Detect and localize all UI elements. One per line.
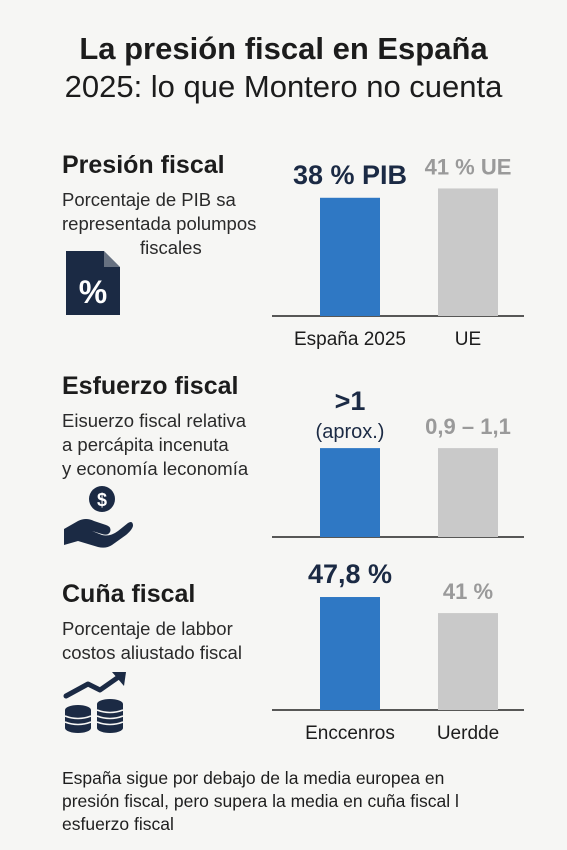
- bar: [438, 613, 498, 710]
- data-label: 41 %: [443, 579, 493, 604]
- data-label: 41 % UE: [425, 154, 512, 179]
- footer-line: presión fiscal, pero supera la media en …: [62, 791, 459, 811]
- title-line-2: 2025: lo que Montero no cuenta: [64, 69, 503, 104]
- section-description: Eisuerzo fiscal relativa a percápita inc…: [62, 409, 248, 481]
- description-line: a percápita incenuta: [62, 434, 229, 455]
- data-label: 47,8 %: [308, 559, 392, 589]
- bar: [438, 448, 498, 537]
- title-line-1: La presión fiscal en España: [79, 31, 488, 66]
- svg-text:$: $: [97, 490, 107, 510]
- footer-note: España sigue por debajo de la media euro…: [62, 767, 542, 836]
- coins-growth-icon: [62, 668, 134, 739]
- description-line: Porcentaje de labbor: [62, 618, 233, 639]
- page-title: La presión fiscal en España 2025: lo que…: [0, 30, 567, 106]
- section-title: Esfuerzo fiscal: [62, 372, 239, 400]
- section-title: Presión fiscal: [62, 151, 225, 179]
- percent-document-icon: %: [64, 249, 122, 322]
- bar: [320, 448, 380, 537]
- description-line: y economía leconomía: [62, 458, 249, 479]
- description-line: costos aliustado fiscal: [62, 642, 242, 663]
- section-title: Cuña fiscal: [62, 580, 196, 608]
- description-line: Porcentaje de PIB sa: [62, 189, 236, 210]
- bar: [438, 188, 498, 316]
- footer-line: España sigue por debajo de la media euro…: [62, 768, 445, 788]
- bar: [320, 597, 380, 710]
- section-description: Porcentaje de labbor costos aliustado fi…: [62, 617, 242, 665]
- description-line: Eisuerzo fiscal relativa: [62, 410, 247, 431]
- bar: [320, 197, 380, 316]
- svg-text:%: %: [79, 274, 107, 310]
- footer-line: esfuerzo fiscal: [62, 814, 174, 834]
- data-label: 0,9 – 1,1: [425, 414, 511, 439]
- description-line: representada polumpos: [62, 213, 257, 234]
- category-label: España 2025: [294, 329, 406, 350]
- category-label: Enccenros: [305, 723, 395, 744]
- description-line: fiscales: [140, 237, 202, 258]
- data-label: >1: [335, 386, 366, 416]
- bar-charts: 38 % PIB España 2025 41 % UE UE >1 (aprox.) 0,…: [272, 154, 524, 744]
- category-label: UE: [455, 329, 481, 350]
- category-label: Uerdde: [437, 723, 499, 744]
- data-sublabel: (aprox.): [316, 421, 385, 443]
- data-label: 38 % PIB: [293, 160, 407, 190]
- hand-coin-icon: $: [62, 483, 134, 554]
- section-description: Porcentaje de PIB sa representada polump…: [62, 188, 256, 260]
